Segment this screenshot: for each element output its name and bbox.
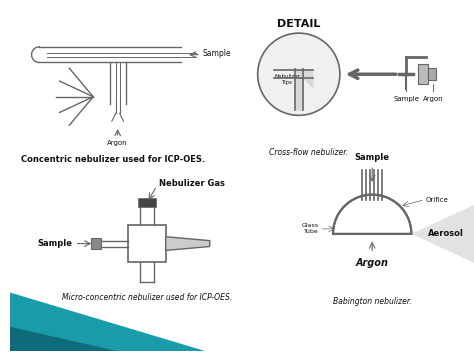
Text: Sample: Sample bbox=[203, 49, 231, 58]
Bar bbox=[138, 198, 156, 207]
Polygon shape bbox=[166, 237, 210, 250]
Bar bbox=[418, 65, 428, 84]
Polygon shape bbox=[333, 195, 411, 234]
Text: DETAIL: DETAIL bbox=[277, 19, 320, 29]
Text: Micro-concentric nebulizer used for ICP-OES.: Micro-concentric nebulizer used for ICP-… bbox=[62, 294, 232, 302]
Text: Cross-flow nebulizer.: Cross-flow nebulizer. bbox=[269, 148, 348, 157]
Text: Sample: Sample bbox=[355, 153, 390, 162]
Text: Argon: Argon bbox=[423, 96, 443, 102]
Bar bbox=[428, 69, 436, 80]
Text: Orifice: Orifice bbox=[426, 197, 449, 202]
Text: Babington nebulizer.: Babington nebulizer. bbox=[333, 297, 411, 306]
Text: Argon: Argon bbox=[356, 258, 389, 268]
Polygon shape bbox=[10, 293, 206, 351]
Text: Aerosol: Aerosol bbox=[428, 229, 464, 238]
Bar bbox=[91, 238, 101, 250]
Bar bbox=[128, 225, 166, 262]
Polygon shape bbox=[10, 327, 118, 351]
Circle shape bbox=[258, 33, 340, 115]
Polygon shape bbox=[411, 204, 474, 263]
Polygon shape bbox=[295, 70, 313, 110]
Text: Nebulizer
Tips: Nebulizer Tips bbox=[274, 74, 300, 84]
Text: Sample: Sample bbox=[393, 96, 419, 102]
Text: Argon: Argon bbox=[108, 140, 128, 146]
Text: Glass
Tube: Glass Tube bbox=[301, 224, 319, 234]
Text: Concentric nebulizer used for ICP-OES.: Concentric nebulizer used for ICP-OES. bbox=[21, 155, 205, 164]
Text: Nebulizer Gas: Nebulizer Gas bbox=[159, 179, 225, 189]
Text: Sample: Sample bbox=[37, 239, 73, 248]
